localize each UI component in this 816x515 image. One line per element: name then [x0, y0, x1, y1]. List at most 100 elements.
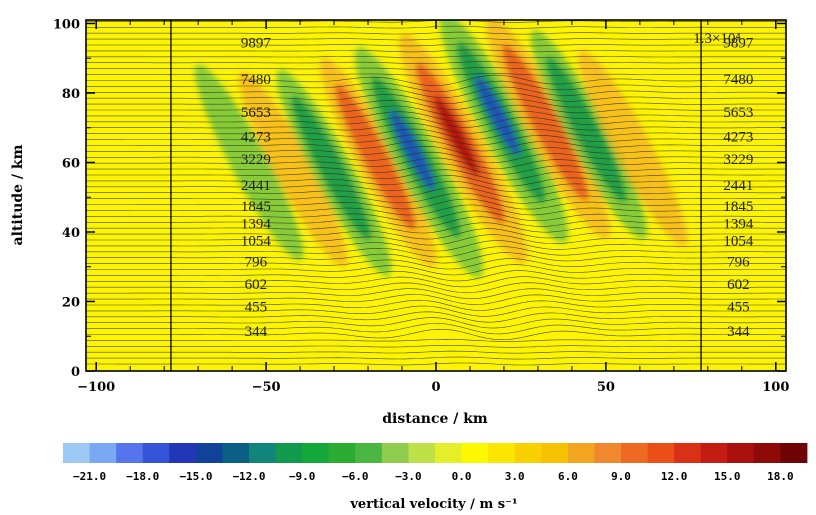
isentrope-line [86, 86, 786, 98]
isentrope-label-left: 7480 [241, 72, 271, 88]
colorbar-cell [275, 443, 303, 463]
colorbar-cell [753, 443, 781, 463]
colorbar-cell [488, 443, 516, 463]
wave-packet [276, 69, 392, 277]
colorbar-cell [222, 443, 250, 463]
colorbar-cell [249, 443, 276, 463]
colorbar: −21.0 −18.0 −15.0 −12.0 −9.0 −6.0 −3.0 0.0 3.0 6.… [63, 443, 808, 512]
isentrope-label-right: 7480 [723, 72, 753, 88]
isentrope-label-left: 3229 [241, 152, 271, 168]
isentrope-line [86, 163, 786, 175]
y-tick-label: 60 [62, 156, 80, 171]
isentrope-label-left: 796 [245, 255, 268, 271]
colorbar-cell [355, 443, 383, 463]
isentrope-label-right: 1054 [723, 234, 754, 250]
isentrope-label-right: 4273 [723, 129, 753, 145]
colorbar-cell [727, 443, 755, 463]
isentrope-line [86, 210, 786, 222]
isentrope-line [86, 345, 786, 348]
colorbar-cell [700, 443, 728, 463]
colorbar-cell [116, 443, 144, 463]
colorbar-tick-label: 12.0 [661, 470, 688, 483]
isentrope-line [86, 175, 786, 187]
colorbar-cell [541, 443, 569, 463]
isentrope-label-left: 4273 [241, 129, 271, 145]
isentrope-line [86, 151, 786, 164]
plot-area [86, 20, 786, 371]
isentrope-line [86, 134, 786, 146]
isentrope-line [86, 128, 786, 140]
x-tick-label: 50 [597, 380, 615, 395]
isentrope-line [86, 204, 786, 216]
isentrope-line [86, 43, 786, 47]
isentrope-line [86, 37, 786, 41]
isentrope-label-right: 9897 [723, 36, 754, 52]
isentrope-lines [86, 20, 786, 366]
isentrope-label-left: 602 [245, 277, 268, 293]
x-tick-label: −100 [77, 380, 115, 395]
vertical-boundaries [170, 20, 702, 371]
isentrope-line [86, 338, 786, 342]
colorbar-cell [195, 443, 223, 463]
colorbar-cell [169, 443, 197, 463]
x-tick-label: 100 [762, 380, 789, 395]
colorbar-cell [567, 443, 595, 463]
isentrope-label-right: 602 [727, 277, 750, 293]
wave-packet [486, 20, 610, 239]
isentrope-label-left: 1054 [241, 234, 272, 250]
top-right-annotation: 1.3×10⁴ [693, 31, 740, 47]
x-axis-title: distance / km [382, 411, 488, 427]
isentrope-line [86, 264, 786, 276]
y-tick-label: 40 [62, 226, 80, 241]
isentrope-label-right: 5653 [723, 105, 753, 121]
isentrope-line [86, 234, 786, 246]
y-axis-ticks: 0 20 40 60 80 100 [53, 17, 786, 380]
colorbar-cell [408, 443, 436, 463]
isentrope-line [86, 31, 786, 35]
isentrope-line [86, 246, 786, 258]
isentrope-line [86, 67, 786, 70]
colorbar-cell [461, 443, 489, 463]
colorbar-tick-label: −18.0 [126, 470, 159, 483]
colorbar-tick-label: 3.0 [505, 470, 525, 483]
isentrope-label-right: 455 [727, 300, 750, 316]
isentrope-line [86, 328, 786, 341]
isentrope-line [86, 80, 786, 92]
colorbar-cell [594, 443, 622, 463]
isentrope-line [86, 140, 786, 152]
isentrope-line [86, 240, 786, 252]
isentrope-label-right: 3229 [723, 152, 753, 168]
colorbar-cells [63, 443, 808, 463]
colorbar-cell [435, 443, 462, 463]
colorbar-tick-label: −12.0 [232, 470, 265, 483]
colorbar-cell [647, 443, 675, 463]
isentrope-line [86, 74, 786, 86]
isentrope-line [86, 55, 786, 59]
isentrope-label-right: 1394 [723, 216, 754, 232]
isentrope-line [86, 222, 786, 234]
colorbar-tick-label: 6.0 [558, 470, 578, 483]
x-tick-label: 0 [431, 380, 440, 395]
y-axis-title: altitude / km [10, 144, 26, 245]
isentrope-label-left: 344 [245, 324, 268, 340]
isentrope-line [86, 323, 786, 335]
isentrope-label-right: 1845 [723, 199, 753, 215]
isentrope-line [86, 110, 786, 122]
isentrope-line [86, 169, 786, 181]
colorbar-tick-label: −6.0 [342, 470, 369, 483]
colorbar-tick-label: 0.0 [452, 470, 472, 483]
isentrope-line [86, 311, 786, 323]
colorbar-title: vertical velocity / m s⁻¹ [349, 497, 517, 512]
isentrope-line [86, 61, 786, 64]
isentrope-line [86, 146, 786, 158]
colorbar-tick-label: 18.0 [767, 470, 794, 483]
isentrope-line [86, 252, 786, 264]
colorbar-cell [142, 443, 170, 463]
isentrope-line [86, 187, 786, 198]
isentrope-label-right: 796 [727, 255, 750, 271]
x-axis-ticks: −100 −50 0 50 100 [77, 20, 789, 395]
isentrope-line [86, 157, 786, 169]
colorbar-cell [381, 443, 409, 463]
isentrope-line [86, 282, 786, 294]
isentrope-line [86, 180, 786, 193]
